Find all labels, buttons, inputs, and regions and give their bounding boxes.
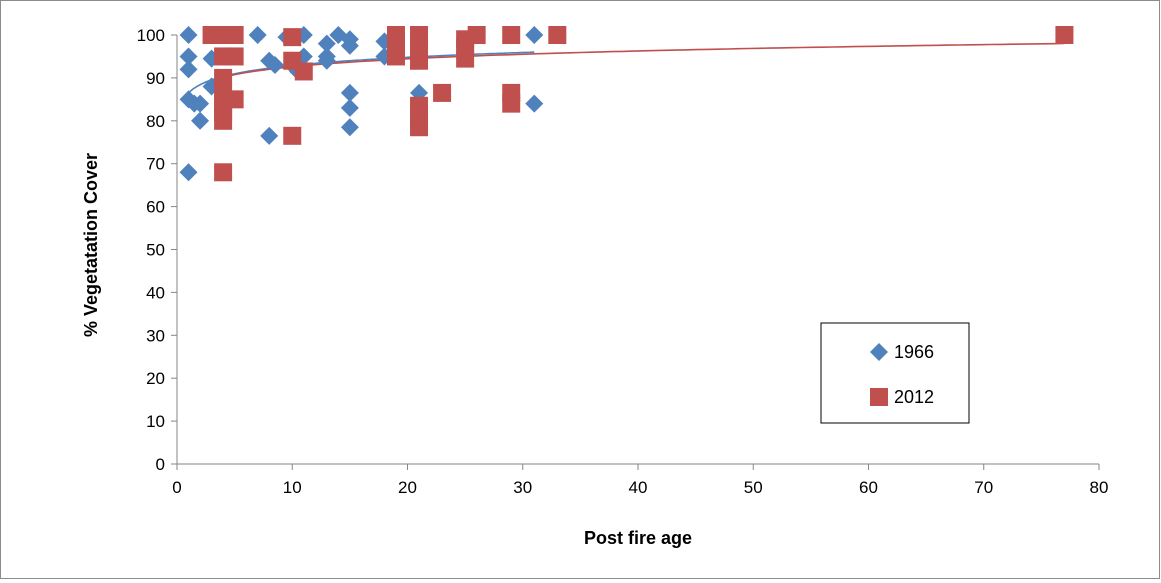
x-tick-label: 50 — [744, 478, 763, 497]
legend: 1966 2012 — [820, 322, 970, 424]
x-tick-label: 20 — [398, 478, 417, 497]
data-points — [179, 26, 1074, 182]
point-2012 — [225, 26, 244, 44]
legend-marker-1966 — [870, 343, 888, 361]
point-2012 — [225, 90, 244, 109]
point-2012 — [410, 118, 429, 137]
legend-label-2012: 2012 — [894, 387, 934, 407]
y-tick-label: 40 — [146, 283, 165, 302]
point-1966 — [340, 83, 359, 102]
point-2012 — [214, 111, 233, 130]
x-tick-label: 60 — [859, 478, 878, 497]
legend-box — [820, 322, 970, 424]
point-2012 — [214, 163, 233, 182]
x-tick-label: 30 — [513, 478, 532, 497]
point-1966 — [340, 98, 359, 117]
x-axis-title: Post fire age — [584, 528, 692, 548]
legend-marker-2012 — [870, 388, 888, 406]
point-1966 — [317, 34, 336, 53]
point-1966 — [191, 111, 210, 130]
point-2012 — [214, 68, 233, 87]
point-2012 — [456, 49, 475, 68]
x-tick-label: 70 — [974, 478, 993, 497]
x-tick-label: 0 — [172, 478, 181, 497]
y-tick-label: 70 — [146, 155, 165, 174]
trendline-2012 — [222, 42, 1065, 78]
point-2012 — [283, 126, 302, 145]
point-2012 — [502, 26, 521, 44]
y-tick-label: 60 — [146, 198, 165, 217]
point-1966 — [525, 94, 544, 113]
point-1966 — [340, 118, 359, 137]
point-1966 — [265, 56, 284, 75]
point-2012 — [283, 28, 302, 47]
point-1966 — [191, 94, 210, 113]
point-1966 — [317, 51, 336, 70]
point-1966 — [179, 60, 198, 79]
x-tick-label: 10 — [283, 478, 302, 497]
point-1966 — [179, 163, 198, 182]
point-2012 — [225, 47, 244, 66]
y-axis-title: % Vegetatation Cover — [81, 153, 101, 337]
y-tick-label: 50 — [146, 241, 165, 260]
point-2012 — [433, 83, 452, 102]
y-tick-label: 30 — [146, 326, 165, 345]
point-2012 — [467, 26, 486, 44]
point-1966 — [179, 47, 198, 66]
point-1966 — [525, 26, 544, 44]
point-1966 — [179, 26, 198, 44]
point-2012 — [410, 51, 429, 70]
y-tick-label: 90 — [146, 69, 165, 88]
y-tick-label: 20 — [146, 369, 165, 388]
point-2012 — [386, 47, 405, 66]
trendlines — [187, 42, 1065, 94]
y-tick-label: 10 — [146, 412, 165, 431]
x-tick-label: 40 — [629, 478, 648, 497]
x-tick-label: 80 — [1090, 478, 1109, 497]
y-tick-label: 80 — [146, 112, 165, 131]
point-1966 — [248, 26, 267, 44]
y-tick-label: 0 — [156, 455, 165, 474]
point-2012 — [1055, 26, 1074, 44]
axes: 0 10 20 30 40 50 60 70 80 90 100 0 10 20 30 40 50 60 70 80 — [137, 26, 1109, 497]
point-1966 — [340, 36, 359, 55]
point-1966 — [260, 126, 279, 145]
legend-label-1966: 1966 — [894, 342, 934, 362]
trendline-1966 — [187, 51, 535, 94]
point-2012 — [548, 26, 567, 44]
point-2012 — [502, 94, 521, 113]
y-tick-label: 100 — [137, 26, 165, 45]
point-2012 — [294, 62, 313, 81]
